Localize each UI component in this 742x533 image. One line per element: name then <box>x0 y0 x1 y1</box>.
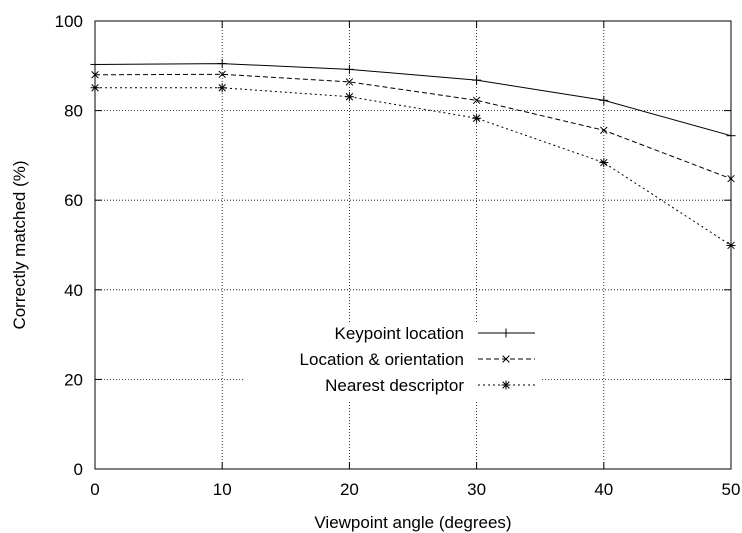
y-tick-label: 40 <box>64 281 83 300</box>
axis-ticks: 0 10 20 30 40 50 0 20 40 60 80 100 <box>55 12 741 499</box>
legend-background <box>245 322 540 402</box>
legend: Keypoint location Location & orientation N… <box>245 322 540 402</box>
x-tick-label: 50 <box>722 480 741 499</box>
series-line <box>94 73 732 180</box>
x-tick-label: 40 <box>594 480 613 499</box>
series-3 <box>90 83 736 250</box>
x-tick-label: 30 <box>467 480 486 499</box>
legend-label: Location & orientation <box>300 350 464 369</box>
data-point <box>217 59 227 69</box>
legend-label: Nearest descriptor <box>325 376 464 395</box>
data-point <box>344 92 354 102</box>
x-tick-label: 0 <box>90 480 99 499</box>
y-tick-label: 60 <box>64 191 83 210</box>
data-point <box>345 78 354 86</box>
data-point <box>344 64 354 74</box>
data-point <box>90 59 100 69</box>
data-point <box>599 95 609 105</box>
x-tick-label: 20 <box>340 480 359 499</box>
y-tick-label: 80 <box>64 102 83 121</box>
y-tick-label: 20 <box>64 370 83 389</box>
series-lines <box>90 59 736 250</box>
y-axis-title: Correctly matched (%) <box>10 160 29 329</box>
legend-item: Nearest descriptor <box>325 376 535 395</box>
data-point <box>599 158 609 168</box>
legend-item: Location & orientation <box>300 350 535 369</box>
data-point <box>472 75 482 85</box>
y-tick-label: 100 <box>55 12 83 31</box>
data-point <box>727 174 735 183</box>
x-tick-label: 10 <box>213 480 232 499</box>
data-point <box>726 240 736 250</box>
data-point <box>472 96 481 105</box>
data-point <box>217 83 227 93</box>
data-point <box>91 71 99 79</box>
y-tick-label: 0 <box>74 460 83 479</box>
series-line <box>94 63 732 137</box>
data-point <box>501 380 511 390</box>
series-1 <box>90 59 736 141</box>
data-point <box>218 70 226 79</box>
data-point <box>600 126 608 135</box>
data-point <box>501 328 511 338</box>
data-point <box>502 355 510 363</box>
legend-item: Keypoint location <box>335 324 535 343</box>
data-point <box>472 113 482 123</box>
series-2 <box>91 70 735 183</box>
series-line <box>95 87 732 246</box>
x-axis-title: Viewpoint angle (degrees) <box>314 513 511 532</box>
data-point <box>90 83 100 93</box>
data-point <box>726 131 736 141</box>
legend-label: Keypoint location <box>335 324 464 343</box>
